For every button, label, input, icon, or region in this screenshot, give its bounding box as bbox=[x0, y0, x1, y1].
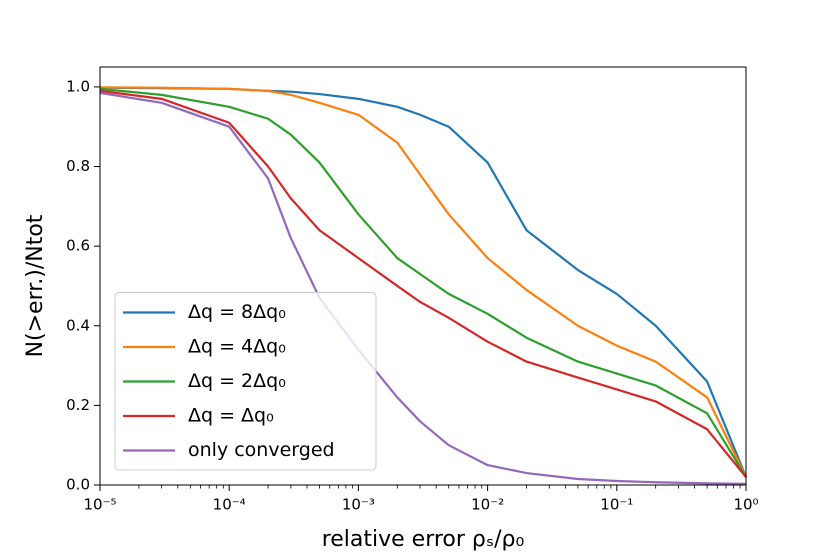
y-tick-label: 0.2 bbox=[66, 396, 90, 414]
y-tick-label: 1.0 bbox=[66, 77, 90, 95]
x-tick-label: 10⁻⁴ bbox=[213, 496, 246, 514]
y-tick-label: 0.6 bbox=[66, 237, 90, 255]
x-tick-label: 10⁻¹ bbox=[600, 496, 633, 514]
y-axis-label: N(>err.)/Ntot bbox=[23, 214, 48, 357]
x-tick-label: 10⁻² bbox=[471, 496, 504, 514]
x-axis-label: relative error ρₛ/ρ₀ bbox=[322, 527, 525, 552]
legend-box bbox=[114, 292, 377, 471]
x-tick-label: 10⁰ bbox=[733, 496, 758, 514]
y-tick-label: 0.8 bbox=[66, 157, 90, 175]
legend-label: Δq = 4Δq₀ bbox=[188, 336, 286, 358]
legend-label: Δq = 8Δq₀ bbox=[188, 301, 286, 323]
x-tick-label: 10⁻⁵ bbox=[83, 496, 116, 514]
legend-label: only converged bbox=[188, 439, 335, 461]
legend-label: Δq = Δq₀ bbox=[188, 405, 274, 427]
legend-label: Δq = 2Δq₀ bbox=[188, 370, 286, 392]
y-tick-label: 0.4 bbox=[66, 316, 90, 334]
line-series bbox=[99, 86, 747, 478]
line-series bbox=[99, 91, 747, 485]
plot-frame bbox=[99, 66, 747, 486]
x-tick-label: 10⁻³ bbox=[342, 496, 375, 514]
y-tick-label: 0.0 bbox=[66, 476, 90, 494]
line-series bbox=[99, 87, 747, 478]
line-series bbox=[99, 89, 747, 478]
